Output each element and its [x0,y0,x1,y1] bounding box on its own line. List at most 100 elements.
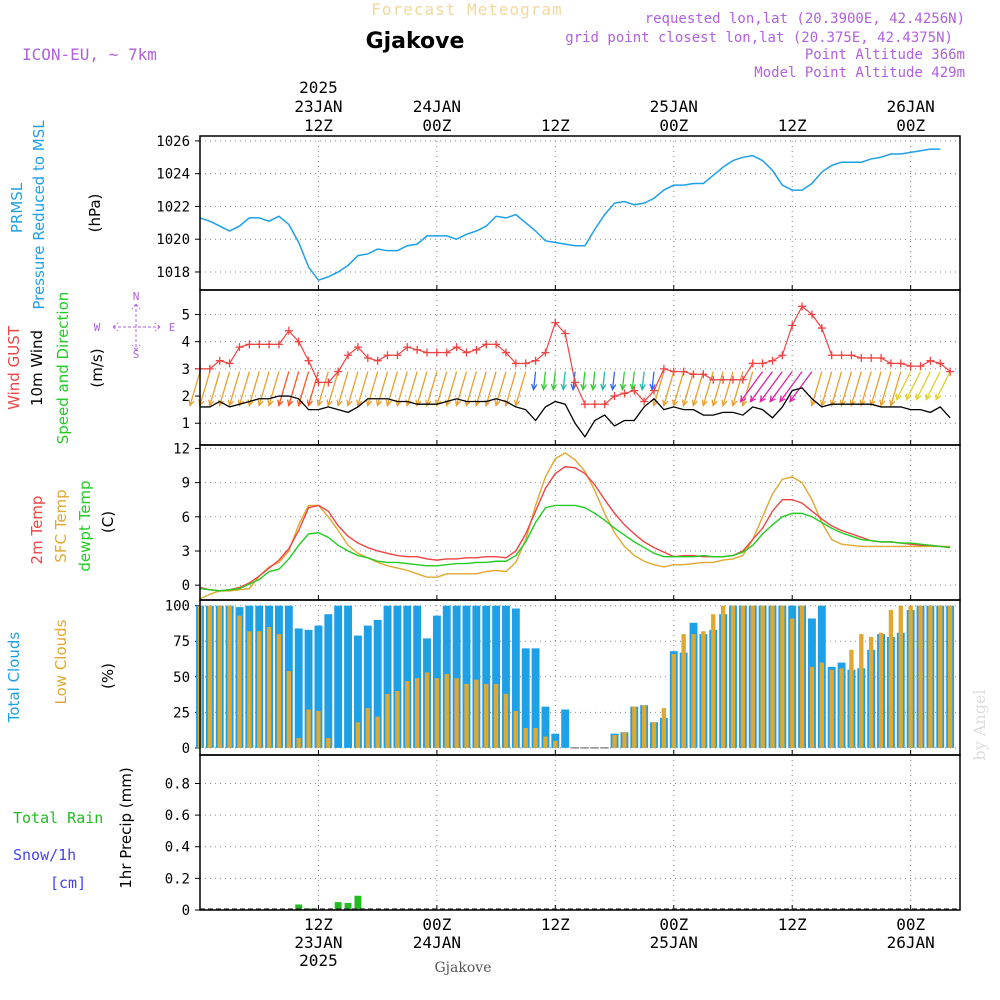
y-tick-label: 0.4 [165,840,190,856]
wind-gust-marker [235,343,244,352]
wind-gust-marker [255,340,264,349]
y-tick-label: 6 [182,510,190,526]
wind-arrow-head [711,399,718,408]
grid-point-coords: grid point closest lon,lat (20.375E, 42.… [565,30,953,46]
wind-arrow-head [550,383,558,392]
total-cloud-bar [373,619,382,748]
low-cloud-bar [493,683,499,748]
wind-arrow [268,371,280,406]
low-cloud-bar [217,605,222,748]
rain-bar [334,902,342,910]
wind-arrow [572,371,576,390]
total-cloud-bar [452,605,461,748]
low-cloud-bar [375,716,380,748]
wind-gust-marker [403,343,412,352]
low-cloud-bar [286,671,292,748]
wind-arrow [307,371,320,406]
low-cloud-bar [622,732,627,748]
total-cloud-bar [541,706,550,748]
wind-gust-marker [827,351,836,360]
wind-arrow-head [820,399,827,408]
low-cloud-bar [543,736,548,748]
y-tick-label: 1022 [156,199,190,215]
wind-gust-marker [640,397,649,406]
wind-arrow [386,371,399,406]
wind-arrow [406,371,418,406]
wind-arrow [682,371,695,406]
low-cloud-bar [888,609,894,748]
dewpt-line [199,504,951,592]
wind-arrow-head [652,399,659,408]
low-cloud-bar [612,735,617,748]
wind-arrow-head [208,399,215,408]
wind-arrow [702,371,714,406]
wind-gust-marker [936,359,945,368]
wind-arrow [860,371,872,406]
wind-arrow [396,371,408,406]
time-label-bottom: 00Z [422,915,451,934]
y-tick-label: 9 [182,476,190,492]
wind-arrow-head [759,395,766,403]
wind-arrow-head [741,399,748,408]
wind-arrow [740,371,764,402]
low-cloud-bar [444,673,449,748]
low-cloud-bar [780,605,785,748]
total-cloud-bar [482,605,491,748]
wind-gust-marker [748,359,757,368]
wind-speed-line [200,387,951,439]
wind-arrow [631,371,635,390]
compass-e: E [169,321,176,334]
pressure-label-1: PRMSL [8,182,26,233]
location-title: Gjakove [366,29,465,54]
wind-arrow [821,371,833,406]
wind-arrow-head [701,399,708,408]
pressure-unit: (hPa) [86,194,104,233]
low-cloud-bar [424,672,430,748]
total-cloud-bar [294,628,303,748]
rain-bar [344,902,352,910]
low-cloud-bar [938,605,943,748]
low-cloud-bar [908,605,913,748]
wind-arrow-head [600,383,607,392]
low-cloud-bar [859,634,864,748]
wind-arrow [890,371,902,406]
wind-arrow-head [769,395,776,403]
wind-arrow-head [580,383,587,392]
rain-bar [295,904,303,910]
wind-arrow-head [540,383,548,392]
wind-gust-marker [877,353,886,362]
wind-gust-marker [867,353,876,362]
wind-arrow-head [879,399,886,408]
wind-gust-marker [413,345,422,354]
credit-watermark: by Angel [970,689,989,760]
chart-title: Forecast Meteogram [371,0,562,19]
wind-arrow [722,371,734,406]
footer-location: Gjakove [435,960,492,976]
panel-frame [199,289,961,446]
wind-arrow-head [629,383,637,392]
wind-arrow [935,371,951,400]
wind-arrow [258,371,270,406]
wind-arrow-head [859,399,866,408]
low-cloud-bar [326,737,331,748]
wind-gust-marker [906,362,915,371]
low-cloud-bar [730,605,736,748]
low-cloud-bar [701,631,706,748]
wind-arrow [445,371,458,406]
plot-area: 1018102010221024102612345036912025507510… [5,78,961,970]
wind-arrow-head [366,399,373,408]
wind-arrow [732,371,744,406]
requested-coords: requested lon,lat (20.3900E, 42.4256N) [645,11,965,27]
wind-arrow [288,371,300,406]
wind-arrow-head [619,383,627,392]
low-cloud-bar [316,710,321,748]
wind-gust-marker [383,351,392,360]
low-cloud-bar [839,668,844,748]
y-tick-label: 5 [182,307,190,323]
wind-gust-marker [363,353,372,362]
wind-arrow-head [494,399,501,408]
wind-gust-marker [452,343,461,352]
wind-arrow [228,371,241,406]
low-cloud-bar [454,678,459,748]
wind-arrow [896,371,912,400]
